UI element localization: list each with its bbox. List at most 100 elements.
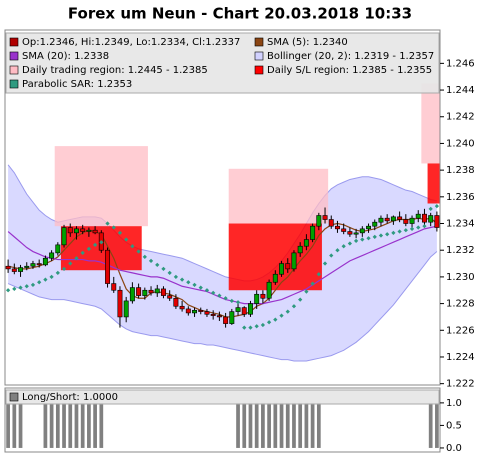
sar-dot <box>86 246 92 251</box>
legend-box <box>5 389 440 405</box>
long-short-bar <box>12 402 17 448</box>
candle-body <box>378 217 384 223</box>
candle-body <box>30 263 36 267</box>
candle-body <box>160 288 166 296</box>
sar-dot <box>161 266 166 272</box>
candle-body <box>167 295 173 299</box>
candle-body <box>254 293 260 304</box>
bollinger-lower <box>7 251 438 362</box>
candle-body <box>403 219 409 224</box>
long-short-bar <box>74 402 79 448</box>
sar-dot <box>285 309 290 314</box>
trading-region <box>54 146 148 227</box>
candle-body <box>366 225 372 230</box>
candle-body <box>49 252 55 259</box>
sar-dot <box>223 296 228 301</box>
sar-dot <box>403 228 408 233</box>
candle-body <box>216 315 222 318</box>
candle-body <box>279 263 285 275</box>
sar-dot <box>99 240 104 245</box>
candle-body <box>111 283 117 291</box>
legend-swatch <box>9 392 19 402</box>
legend-label: SMA (20): 1.2338 <box>22 51 109 62</box>
long-short-bar <box>316 402 321 448</box>
candle-body <box>24 265 30 268</box>
long-short-bar <box>99 402 104 448</box>
candle-body <box>223 316 229 324</box>
long-short-bar <box>298 402 303 448</box>
candle-body <box>229 311 235 324</box>
sar-dot <box>242 325 247 330</box>
candle-body <box>129 287 135 302</box>
legend-label: Bollinger (20, 2): 1.2319 - 1.2357 <box>267 51 434 62</box>
sar-dot <box>266 320 272 325</box>
sar-dot <box>353 238 359 243</box>
candle-body <box>291 252 297 270</box>
candle-body <box>179 305 185 310</box>
candle-body <box>210 313 216 316</box>
sar-dot <box>173 274 179 280</box>
sar-dot <box>235 300 241 305</box>
candle-body <box>235 307 241 312</box>
sar-dot <box>304 289 309 294</box>
sar-dot <box>335 248 340 253</box>
sar-dot <box>211 290 216 296</box>
candle-body <box>409 217 415 224</box>
y-tick-label: 1.232 <box>446 245 475 256</box>
legend-swatch <box>9 65 19 75</box>
legend-label: Op:1.2346, Hi:1.2349, Lo:1.2334, Cl:1.23… <box>22 37 240 48</box>
plot-frame <box>4 29 441 386</box>
candle-body <box>285 263 291 270</box>
candle-body <box>11 268 17 272</box>
sar-dot <box>428 206 433 211</box>
long-short-bar <box>261 402 265 448</box>
y-tick-label: 1.238 <box>446 165 475 176</box>
long-short-bar <box>6 402 10 448</box>
long-short-bar <box>267 402 271 448</box>
candle-body <box>434 215 440 228</box>
sar-dot <box>378 233 384 238</box>
sar-dot <box>273 317 278 322</box>
legend-swatch <box>9 79 19 89</box>
candle-body <box>198 309 204 312</box>
candle-body <box>55 244 61 254</box>
long-short-bar <box>273 402 278 448</box>
sar-dot <box>248 325 253 330</box>
sar-dot <box>416 225 421 230</box>
candle-body <box>310 225 316 240</box>
bollinger-fill <box>8 164 437 361</box>
legend-label: Daily S/L region: 1.2385 - 1.2355 <box>267 65 432 76</box>
legend-swatch <box>254 37 264 47</box>
indicator-line <box>7 225 438 305</box>
candle-body <box>67 227 73 234</box>
long-short-bar <box>68 402 73 448</box>
sar-dot <box>124 237 129 242</box>
candle-body <box>136 287 142 296</box>
candle-body <box>42 257 48 266</box>
candle-body <box>154 288 160 294</box>
sar-dot <box>130 244 135 249</box>
candle-body <box>266 281 272 299</box>
sar-dot <box>192 282 197 288</box>
sl-region <box>427 163 440 204</box>
candle-body <box>359 228 365 234</box>
plot-area <box>5 83 440 362</box>
candle-body <box>397 216 403 220</box>
sar-dot <box>229 298 234 304</box>
long-short-bar <box>310 402 315 448</box>
sar-dot <box>434 204 440 209</box>
y-tick-label: 1.244 <box>446 85 475 96</box>
y-tick-label: 1.246 <box>446 58 475 69</box>
y-tick-label: 1.222 <box>446 379 475 390</box>
candle-body <box>36 263 42 266</box>
candle-body <box>390 216 396 222</box>
sar-dot <box>422 224 427 229</box>
y-tick-label: 1.226 <box>446 325 475 336</box>
y-tick-label: 0.5 <box>446 420 462 431</box>
candle-body <box>117 289 123 318</box>
sar-dot <box>316 272 321 277</box>
candle-body <box>5 265 11 270</box>
y-tick-label: 1.240 <box>446 138 475 149</box>
y-tick-label: 0.0 <box>446 443 462 454</box>
